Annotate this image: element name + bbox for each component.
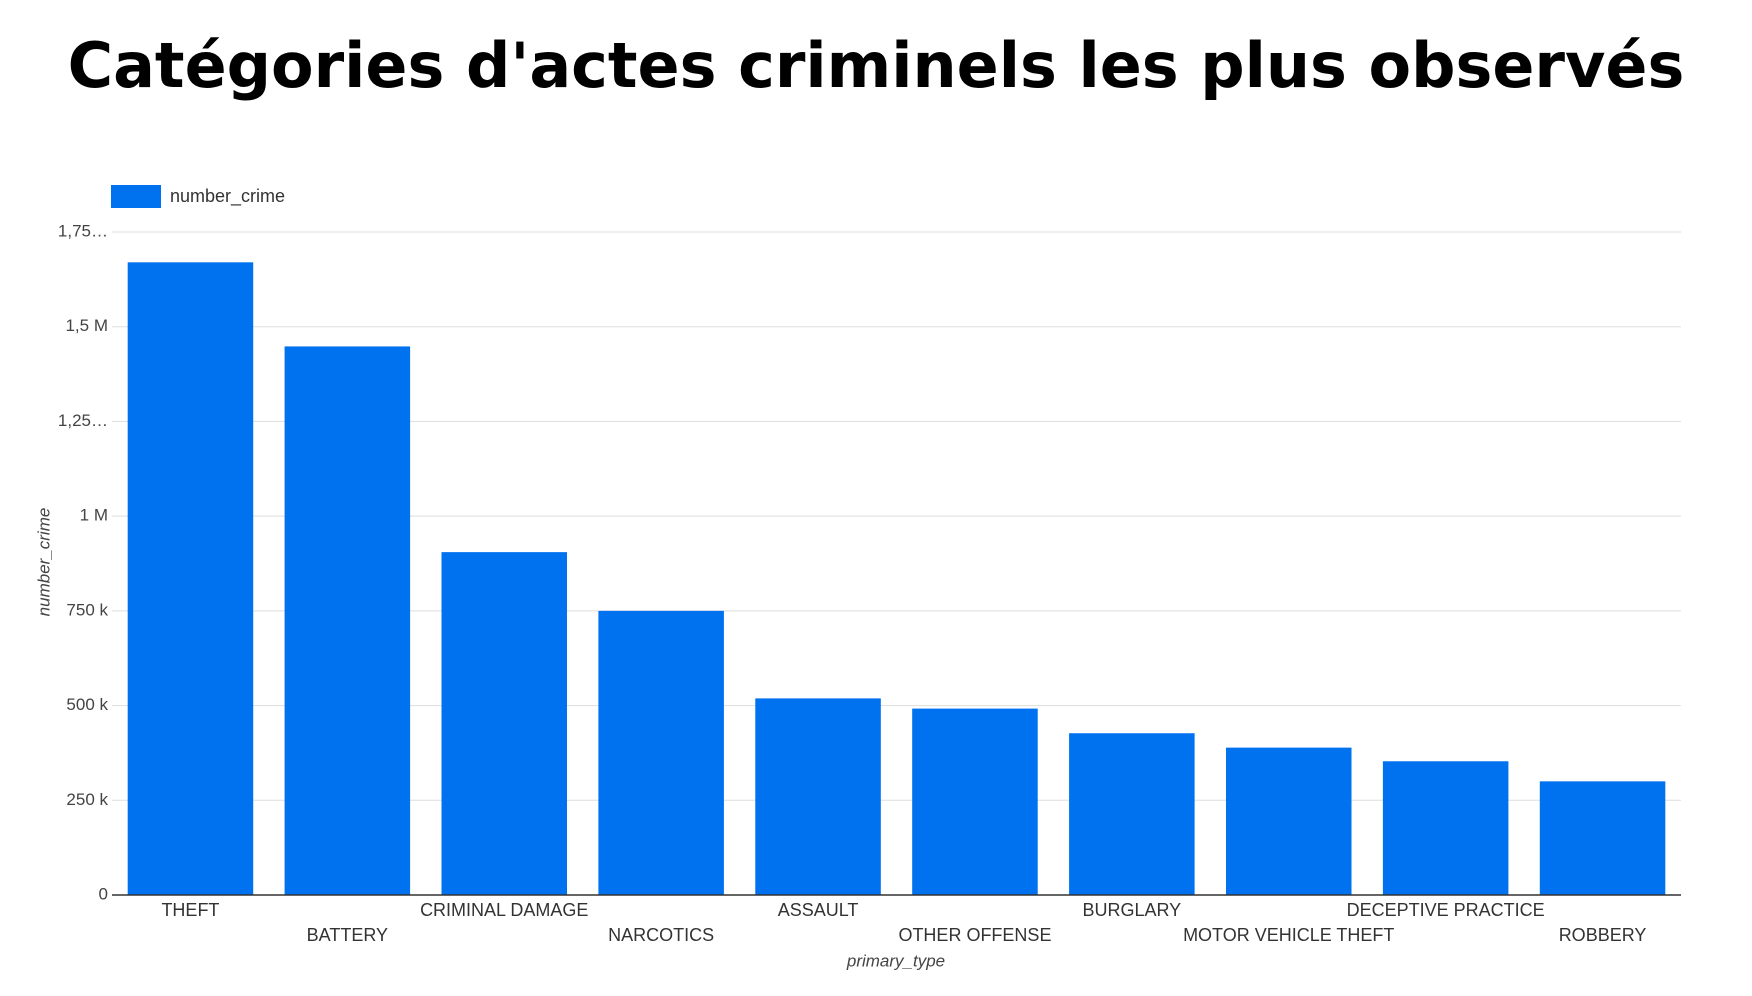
bar [441, 552, 568, 895]
x-tick-label: BATTERY [307, 925, 388, 945]
bar [284, 346, 411, 895]
x-tick-label: DECEPTIVE PRACTICE [1347, 900, 1545, 920]
x-tick-label: ASSAULT [778, 900, 859, 920]
chart-title: Catégories d'actes criminels les plus ob… [68, 29, 1685, 102]
y-tick-label: 1,75… [58, 221, 108, 240]
bar [127, 262, 254, 895]
y-tick-label: 1 M [80, 506, 108, 525]
bar [755, 698, 881, 895]
x-tick-label: BURGLARY [1082, 900, 1181, 920]
bar [1382, 761, 1509, 895]
bar [1225, 747, 1352, 895]
y-tick-label: 0 [99, 884, 108, 903]
bar [912, 708, 1038, 895]
y-tick-label: 500 k [66, 695, 108, 714]
x-tick-label: MOTOR VEHICLE THEFT [1183, 925, 1394, 945]
bar [1069, 733, 1195, 895]
x-tick-label: OTHER OFFENSE [898, 925, 1051, 945]
x-axis-title: primary_type [846, 951, 945, 970]
y-axis-title: number_crime [34, 508, 53, 617]
y-tick-label: 1,5 M [65, 316, 108, 335]
legend-swatch [111, 185, 161, 208]
legend-label: number_crime [170, 186, 285, 207]
bar [1539, 781, 1666, 895]
x-tick-label: NARCOTICS [608, 925, 714, 945]
y-tick-label: 250 k [66, 790, 108, 809]
y-tick-label: 1,25… [58, 411, 108, 430]
x-tick-label: CRIMINAL DAMAGE [420, 900, 588, 920]
x-tick-label: THEFT [161, 900, 219, 920]
bar [598, 610, 724, 895]
x-tick-label: ROBBERY [1559, 925, 1647, 945]
y-tick-label: 750 k [66, 600, 108, 619]
